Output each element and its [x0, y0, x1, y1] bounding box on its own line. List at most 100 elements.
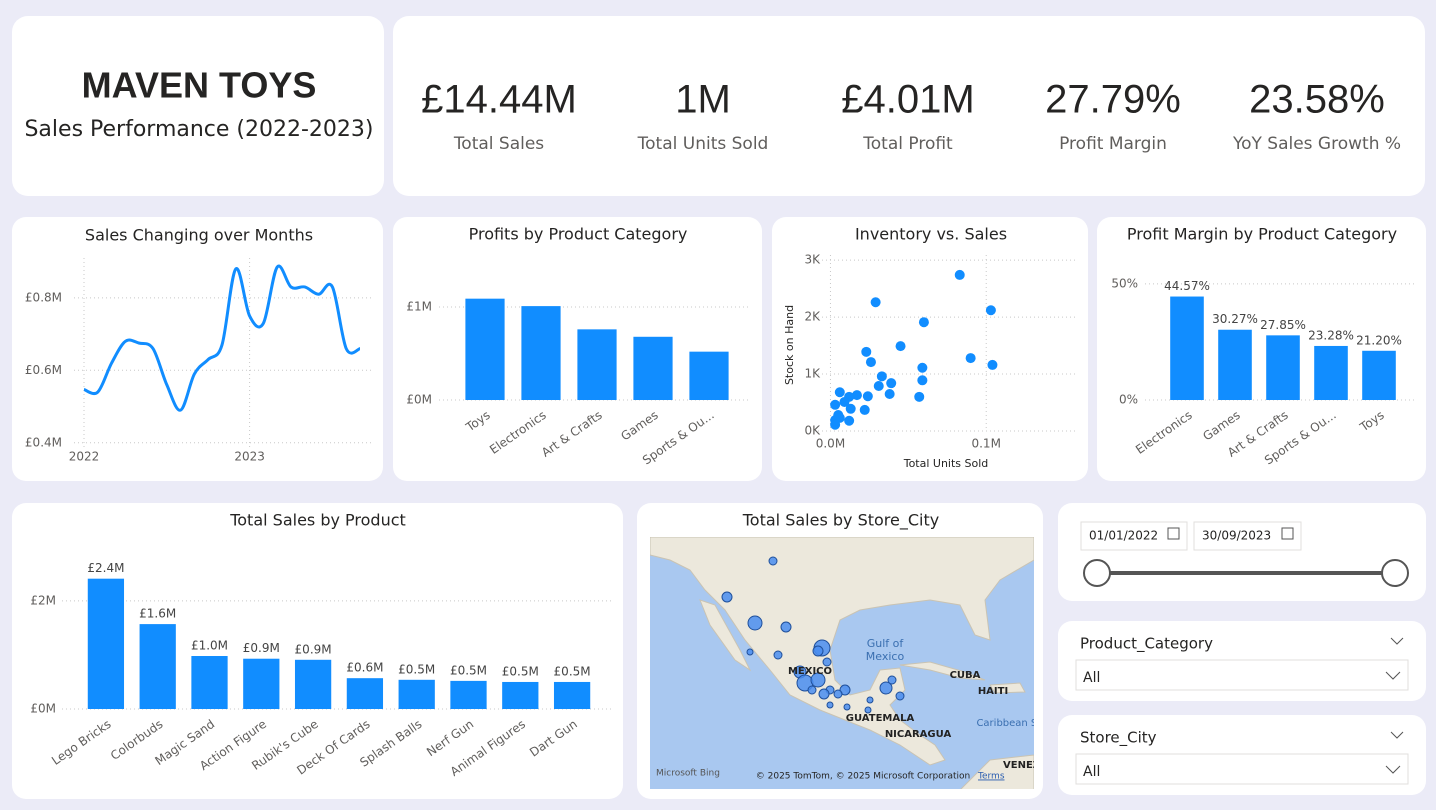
chart-title: Inventory vs. Sales — [855, 225, 1007, 244]
dropdown[interactable] — [1075, 753, 1409, 785]
bar — [294, 659, 332, 709]
dropdown-value: All — [1083, 670, 1100, 686]
map-terms[interactable]: Terms — [977, 772, 1005, 782]
map-label: Mexico — [866, 650, 905, 663]
slicer-title: Store_City — [1080, 729, 1157, 748]
map-label: HAITI — [978, 686, 1008, 697]
kpi-label: Profit Margin — [1059, 134, 1167, 154]
value-label: £0.6M — [346, 661, 383, 675]
map[interactable]: Gulf of Mexico MEXICO CUBA HAITI GUATEMA… — [650, 537, 1050, 790]
sales-card — [12, 503, 623, 799]
map-label: GUATEMALA — [846, 713, 915, 724]
y-axis-title: Stock on Hand — [783, 305, 796, 385]
x-tick-label: 0.0M — [816, 437, 845, 451]
x-tick-label: 2022 — [69, 450, 100, 464]
slider-handle[interactable] — [1381, 559, 1409, 587]
point — [895, 341, 906, 352]
map-bubble — [807, 685, 817, 695]
bar — [521, 306, 561, 400]
y-tick-label: £0.8M — [25, 290, 62, 304]
bar — [87, 578, 125, 709]
slider-handle[interactable] — [1083, 559, 1111, 587]
map-bubble — [822, 657, 832, 667]
y-tick-label: 50% — [1111, 276, 1138, 290]
map-bubble — [780, 621, 792, 633]
map-label: Caribbean Sea — [976, 718, 1049, 729]
chevron[interactable] — [1385, 765, 1401, 774]
bar — [191, 656, 228, 709]
bar — [502, 681, 539, 709]
y-tick-label: 1K — [804, 367, 821, 381]
value-label: £0.5M — [398, 662, 435, 676]
subtitle: Sales Performance (2022-2023) — [24, 117, 373, 142]
value-label: 44.57% — [1164, 279, 1210, 293]
point — [859, 404, 870, 415]
bar — [398, 679, 435, 709]
map-land — [699, 599, 752, 672]
point — [861, 346, 872, 357]
point — [834, 387, 845, 398]
line-card — [12, 217, 383, 481]
chevron[interactable] — [1390, 637, 1404, 645]
map-label: VENEZ — [1003, 760, 1040, 771]
value-label: 21.20% — [1356, 333, 1402, 347]
value-label: £1.6M — [139, 607, 176, 621]
point — [914, 391, 925, 402]
chart-title: Profit Margin by Product Category — [1127, 225, 1397, 244]
chevron[interactable] — [1390, 731, 1404, 739]
map-label: NICARAGUA — [885, 729, 952, 740]
x-axis-title: Total Units Sold — [903, 457, 989, 470]
point — [917, 362, 928, 373]
kpi-card — [393, 16, 1425, 196]
chevron[interactable] — [1385, 671, 1401, 680]
calendar-icon[interactable] — [1167, 527, 1180, 540]
value-label: 30.27% — [1212, 312, 1258, 326]
dropdown[interactable] — [1075, 659, 1409, 691]
map-bubble — [818, 688, 830, 700]
point — [873, 381, 884, 392]
bar — [577, 329, 617, 400]
map-bubble — [887, 675, 897, 685]
kpi-label: Total Profit — [862, 134, 953, 154]
map-label: MEXICO — [788, 666, 832, 677]
map-label: CUBA — [950, 670, 981, 681]
margin-card — [1097, 217, 1426, 481]
bar — [1218, 329, 1252, 400]
bar — [1362, 350, 1396, 400]
kpi-label: Total Sales — [453, 134, 544, 154]
x-tick-label: 0.1M — [971, 437, 1000, 451]
map-label: Gulf of — [867, 637, 905, 650]
point — [839, 396, 850, 407]
kpi-value: £4.01M — [841, 78, 974, 122]
date-end: 30/09/2023 — [1202, 529, 1271, 543]
point — [954, 269, 965, 280]
date-input[interactable] — [1193, 521, 1302, 551]
map-bubble — [768, 556, 778, 566]
map-bubble — [843, 703, 851, 711]
kpi-value: £14.44M — [421, 78, 577, 122]
bar — [465, 298, 505, 400]
calendar-icon[interactable] — [1281, 527, 1294, 540]
value-label: £0.5M — [450, 663, 487, 677]
dropdown-value: All — [1083, 764, 1100, 780]
point — [870, 297, 881, 308]
date-card — [1058, 503, 1426, 601]
y-tick-label: £0M — [406, 393, 432, 407]
map-land — [960, 754, 1034, 789]
point — [830, 399, 841, 410]
map-provider: Microsoft Bing — [656, 769, 720, 779]
y-tick-label: 2K — [804, 310, 821, 324]
map-bubble — [746, 648, 754, 656]
kpi-value: 23.58% — [1249, 78, 1385, 122]
point — [862, 391, 873, 402]
kpi-label: YoY Sales Growth % — [1232, 134, 1401, 154]
date-input[interactable] — [1080, 521, 1188, 551]
map-bubble — [895, 691, 905, 701]
map-land — [899, 661, 986, 681]
bar — [1314, 345, 1348, 400]
y-tick-label: £0.6M — [25, 363, 62, 377]
point — [865, 357, 876, 368]
header-card — [12, 16, 384, 196]
bar — [139, 624, 176, 709]
y-tick-label: £0.4M — [25, 435, 62, 449]
